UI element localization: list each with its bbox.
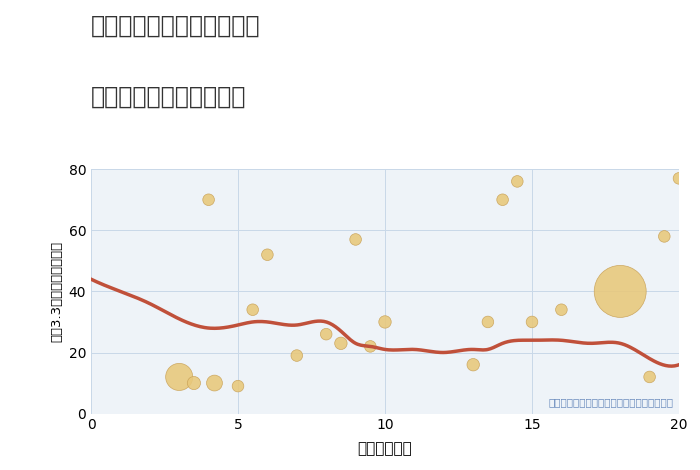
Point	[350, 235, 361, 243]
Y-axis label: 坪（3.3㎡）単価（万円）: 坪（3.3㎡）単価（万円）	[50, 241, 63, 342]
Point	[673, 175, 685, 182]
Point	[365, 343, 376, 350]
Point	[247, 306, 258, 313]
Text: 兵庫県豊岡市日高町江原の: 兵庫県豊岡市日高町江原の	[91, 14, 260, 38]
Point	[209, 379, 220, 387]
Point	[615, 288, 626, 295]
Point	[379, 318, 391, 326]
Text: 円の大きさは、取引のあった物件面積を示す: 円の大きさは、取引のあった物件面積を示す	[548, 398, 673, 407]
Point	[659, 233, 670, 240]
Point	[232, 383, 244, 390]
Point	[335, 339, 346, 347]
X-axis label: 駅距離（分）: 駅距離（分）	[358, 441, 412, 456]
Point	[262, 251, 273, 258]
Point	[512, 178, 523, 185]
Point	[482, 318, 493, 326]
Point	[644, 373, 655, 381]
Point	[556, 306, 567, 313]
Point	[497, 196, 508, 204]
Point	[174, 373, 185, 381]
Point	[321, 330, 332, 338]
Text: 駅距離別中古戸建て価格: 駅距離別中古戸建て価格	[91, 85, 246, 109]
Point	[468, 361, 479, 368]
Point	[291, 352, 302, 359]
Point	[203, 196, 214, 204]
Point	[526, 318, 538, 326]
Point	[188, 379, 199, 387]
